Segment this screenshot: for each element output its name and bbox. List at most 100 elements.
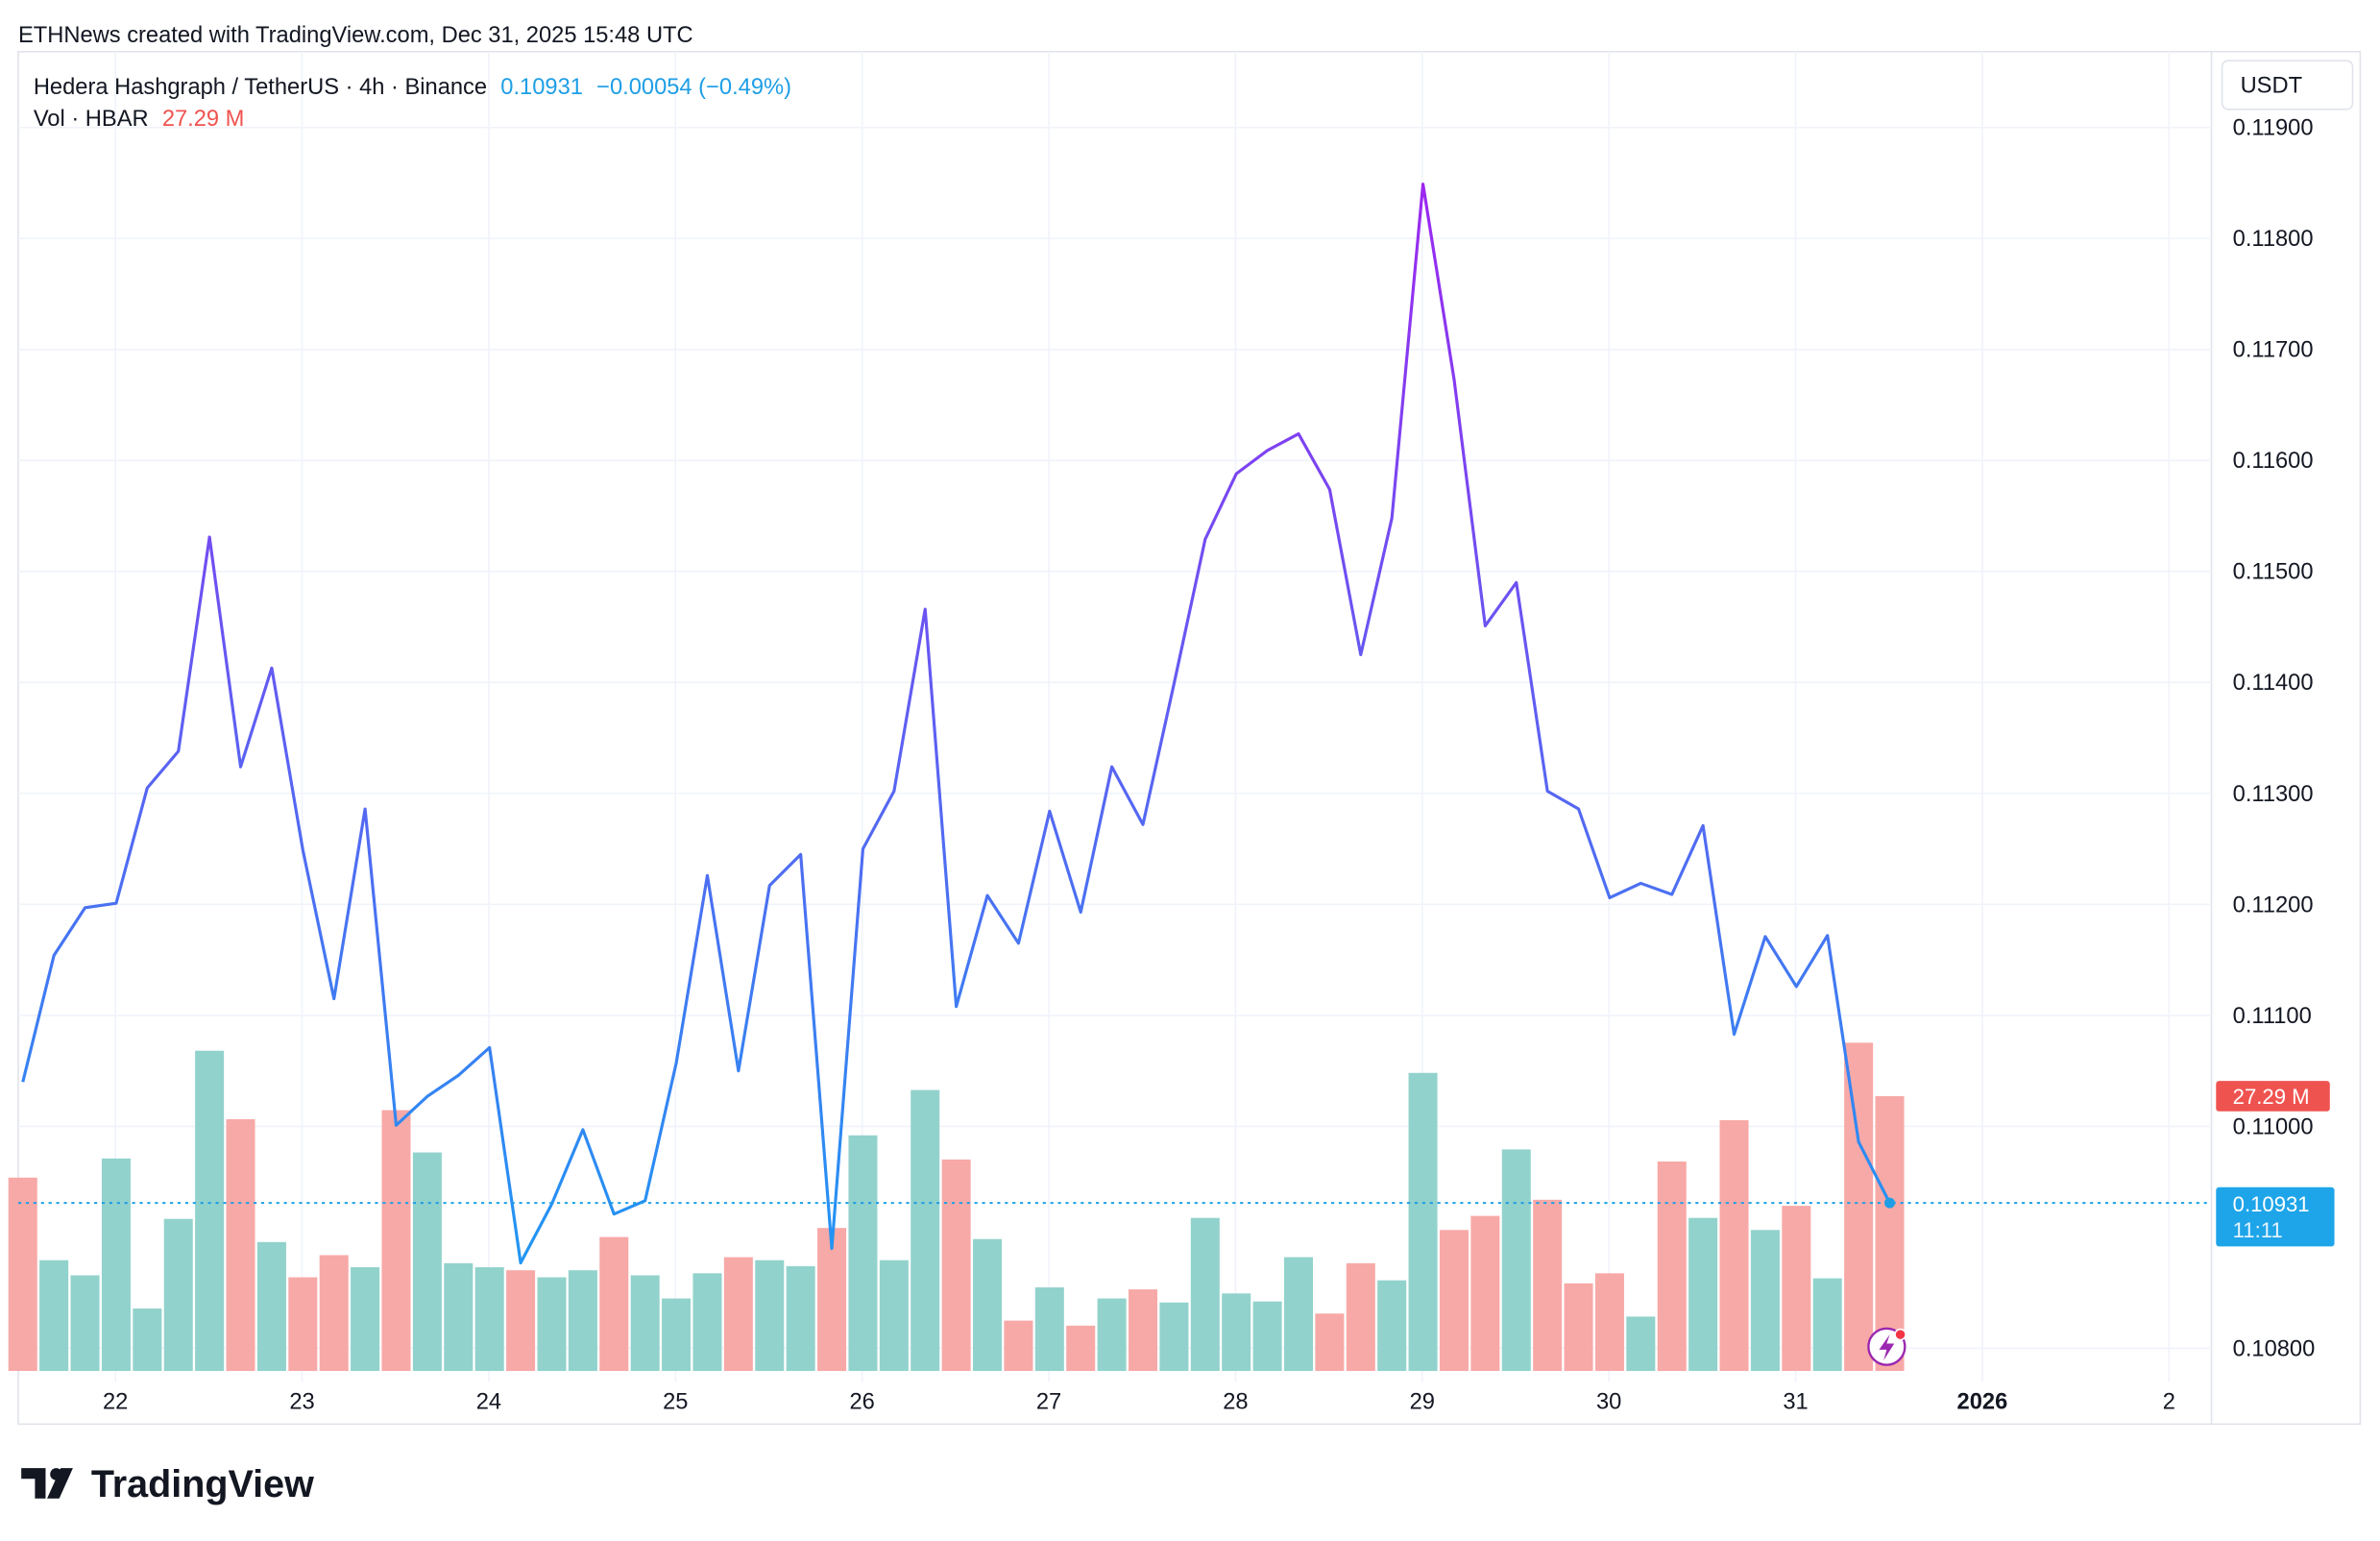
y-tick-label: 0.11500 bbox=[2233, 560, 2314, 585]
volume-bar bbox=[1190, 1217, 1220, 1372]
volume-bar bbox=[70, 1275, 100, 1372]
volume-bar bbox=[1222, 1293, 1251, 1372]
legend: Hedera Hashgraph / TetherUS · 4h · Binan… bbox=[34, 75, 791, 132]
x-tick-label: 2 bbox=[2163, 1390, 2175, 1415]
y-tick-label: 0.11700 bbox=[2233, 338, 2314, 363]
volume-bar bbox=[163, 1218, 193, 1372]
logo-text: TradingView bbox=[91, 1463, 314, 1505]
time-axis[interactable]: 22 23 24 25 26 27 28 29 30 31 2026 2 bbox=[103, 1390, 2175, 1415]
volume-bar bbox=[226, 1118, 255, 1372]
volume-bar bbox=[1034, 1287, 1064, 1372]
y-tick-label: 0.11900 bbox=[2233, 116, 2314, 141]
x-tick-label: 24 bbox=[476, 1390, 501, 1415]
x-tick-label: 2026 bbox=[1957, 1390, 2008, 1415]
volume-badge-text: 27.29 M bbox=[2233, 1085, 2310, 1109]
volume-bar bbox=[941, 1159, 971, 1372]
volume-bar bbox=[1408, 1072, 1438, 1372]
volume-bar bbox=[1844, 1042, 1874, 1372]
volume-bar bbox=[506, 1270, 536, 1372]
volume-bar bbox=[1128, 1289, 1158, 1372]
volume-bar bbox=[1346, 1262, 1375, 1372]
volume-bar bbox=[1315, 1313, 1345, 1372]
volume-bar bbox=[1875, 1095, 1905, 1372]
volume-bar bbox=[1377, 1280, 1407, 1372]
currency-label: USDT bbox=[2241, 73, 2302, 98]
volume-bar bbox=[288, 1277, 318, 1372]
volume-bar bbox=[319, 1255, 349, 1372]
watermark-text: ETHNews created with TradingView.com, De… bbox=[18, 23, 693, 48]
volume-bar bbox=[1501, 1149, 1531, 1372]
volume-bar bbox=[101, 1158, 131, 1372]
volume-bar bbox=[537, 1277, 567, 1372]
volume-bar bbox=[1066, 1325, 1096, 1372]
volume-bar bbox=[1657, 1161, 1687, 1372]
x-tick-label: 28 bbox=[1223, 1390, 1248, 1415]
volume-bar bbox=[1004, 1320, 1033, 1372]
volume-bar bbox=[1283, 1257, 1314, 1372]
legend-change: −0.00054 (−0.49%) bbox=[596, 75, 791, 100]
legend-symbol: Hedera Hashgraph / TetherUS · 4h · Binan… bbox=[34, 75, 487, 100]
volume-bar bbox=[879, 1260, 909, 1372]
x-tick-label: 23 bbox=[289, 1390, 314, 1415]
lightning-icon bbox=[1879, 1334, 1895, 1360]
price-axis[interactable]: 0.11900 0.11800 0.11700 0.11600 0.11500 0.114… bbox=[2233, 116, 2316, 1362]
volume-bar bbox=[1252, 1301, 1282, 1372]
x-tick-label: 25 bbox=[663, 1390, 688, 1415]
volume-bar bbox=[1812, 1278, 1842, 1372]
volume-bar bbox=[1688, 1217, 1718, 1372]
tradingview-logo: TradingView bbox=[21, 1463, 314, 1505]
volume-bar bbox=[133, 1309, 162, 1372]
volume-bar bbox=[412, 1152, 442, 1372]
y-tick-label: 0.11000 bbox=[2233, 1114, 2314, 1139]
x-tick-label: 31 bbox=[1783, 1390, 1808, 1415]
volume-bar bbox=[381, 1110, 411, 1372]
y-tick-label: 0.11200 bbox=[2233, 893, 2314, 917]
volume-bar bbox=[39, 1260, 69, 1372]
volume-bar bbox=[755, 1260, 785, 1372]
x-tick-label: 29 bbox=[1410, 1390, 1435, 1415]
volume-bar bbox=[444, 1262, 474, 1372]
y-tick-label: 0.10800 bbox=[2233, 1336, 2316, 1361]
volume-bar bbox=[195, 1050, 225, 1372]
volume-bars bbox=[8, 1042, 1905, 1372]
volume-bar bbox=[973, 1238, 1003, 1372]
flash-alert-button[interactable] bbox=[1867, 1327, 1906, 1366]
volume-bar bbox=[911, 1089, 940, 1372]
volume-bar bbox=[1159, 1302, 1189, 1372]
currency-button[interactable]: USDT bbox=[2221, 60, 2354, 110]
last-price-dot bbox=[1883, 1197, 1896, 1209]
volume-bar bbox=[1594, 1273, 1624, 1372]
volume-bar bbox=[1564, 1283, 1593, 1372]
y-tick-label: 0.11600 bbox=[2233, 449, 2314, 474]
chart-frame bbox=[17, 50, 2362, 1426]
volume-bar bbox=[1626, 1316, 1656, 1372]
volume-bar bbox=[1097, 1298, 1127, 1372]
legend-vol-label: Vol · HBAR bbox=[34, 107, 149, 132]
volume-badge: 27.29 M bbox=[2216, 1081, 2330, 1112]
volume-bar bbox=[1750, 1230, 1780, 1372]
volume-bar bbox=[723, 1257, 753, 1372]
y-tick-label: 0.11100 bbox=[2233, 1004, 2312, 1029]
x-tick-label: 30 bbox=[1596, 1390, 1621, 1415]
y-tick-label: 0.11400 bbox=[2233, 671, 2314, 696]
volume-bar bbox=[662, 1298, 692, 1372]
volume-bar bbox=[8, 1177, 37, 1372]
volume-bar bbox=[474, 1267, 504, 1372]
volume-bar bbox=[256, 1241, 286, 1372]
legend-last: 0.10931 bbox=[500, 75, 583, 100]
volume-bar bbox=[630, 1275, 660, 1372]
volume-bar bbox=[1782, 1206, 1811, 1372]
volume-bar bbox=[568, 1270, 597, 1372]
volume-bar bbox=[1719, 1120, 1749, 1372]
volume-bar bbox=[599, 1236, 629, 1372]
volume-bar bbox=[1533, 1199, 1563, 1372]
last-price-badge: 0.10931 11:11 bbox=[2216, 1186, 2335, 1247]
volume-bar bbox=[1439, 1230, 1469, 1372]
volume-bar bbox=[1470, 1215, 1500, 1372]
volume-bar bbox=[817, 1228, 847, 1372]
volume-bar bbox=[786, 1266, 815, 1372]
volume-bar bbox=[692, 1273, 722, 1372]
tradingview-logo-icon bbox=[21, 1468, 73, 1499]
